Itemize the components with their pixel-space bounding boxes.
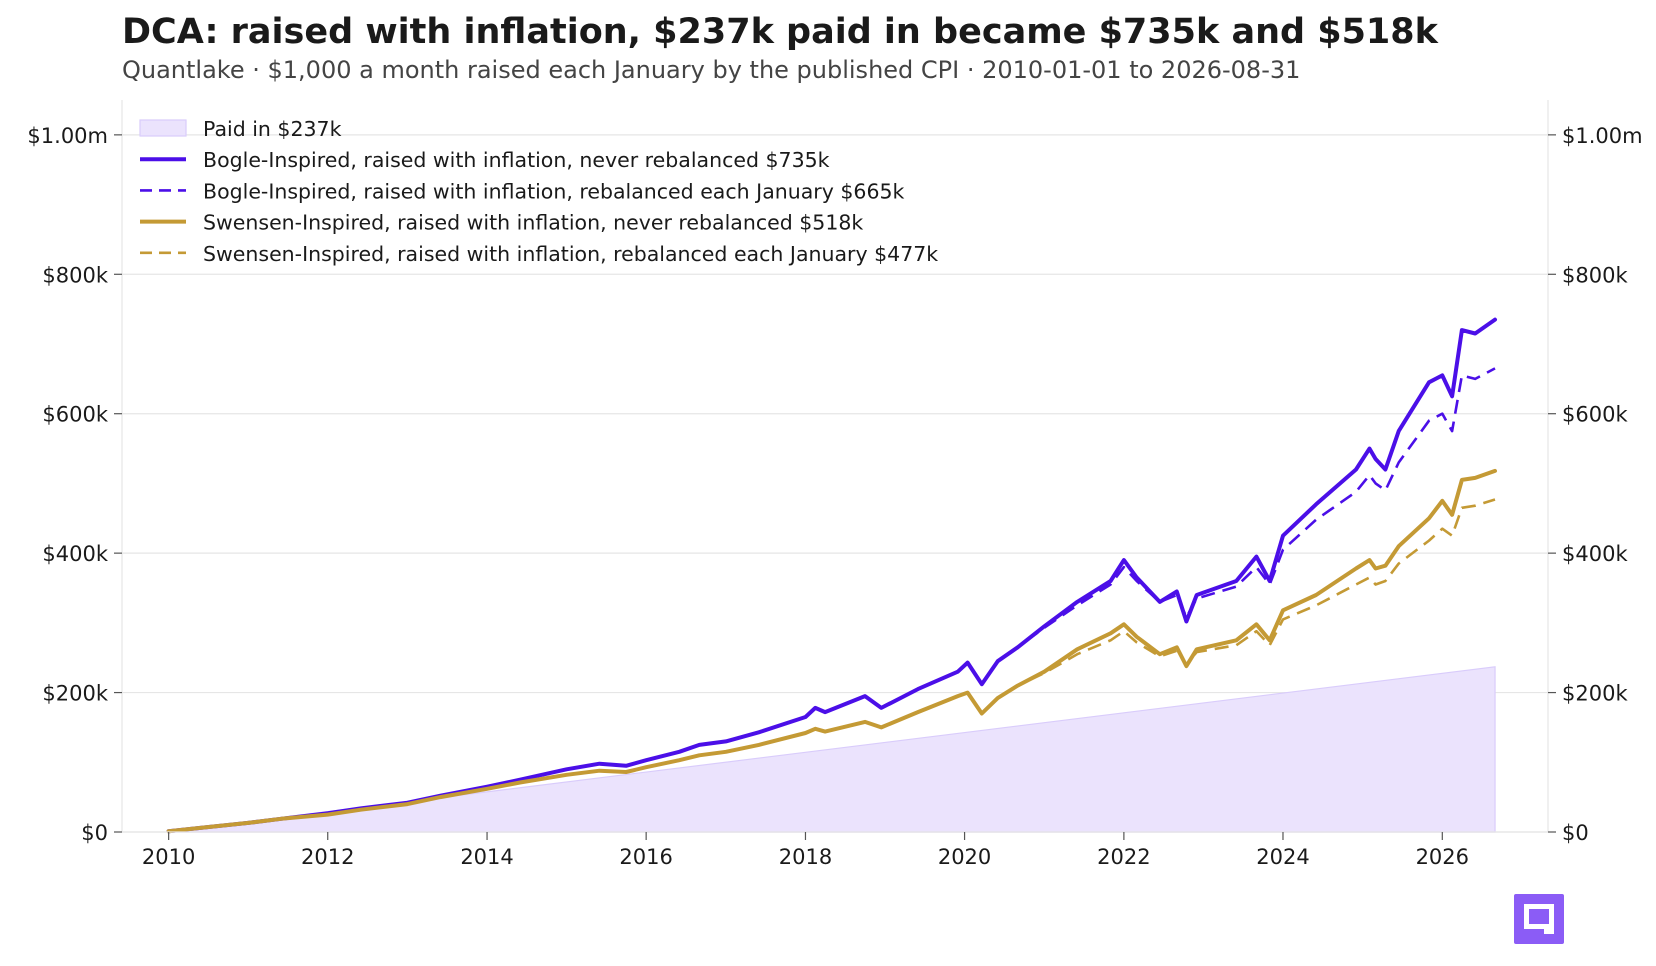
legend-label: Swensen-Inspired, raised with inflation,…: [203, 211, 863, 235]
x-tick-label: 2018: [779, 845, 832, 869]
x-tick-label: 2012: [301, 845, 354, 869]
y-tick-label-left: $600k: [42, 403, 108, 427]
legend-label: Swensen-Inspired, raised with inflation,…: [203, 242, 938, 266]
x-tick-label: 2026: [1416, 845, 1469, 869]
x-tick-label: 2016: [619, 845, 672, 869]
y-tick-label-right: $800k: [1562, 263, 1628, 287]
legend-label: Bogle-Inspired, raised with inflation, n…: [203, 148, 830, 172]
y-tick-label-right: $600k: [1562, 403, 1628, 427]
y-tick-label-left: $200k: [42, 682, 108, 706]
y-tick-label-right: $0: [1562, 821, 1589, 845]
y-tick-label-right: $400k: [1562, 542, 1628, 566]
chart-subtitle: Quantlake · $1,000 a month raised each J…: [122, 56, 1301, 84]
x-tick-label: 2020: [938, 845, 991, 869]
series-line-bogle-never: [166, 317, 1497, 834]
axis-layer: $0 $0 $200k $200k $400k $400k $600k $600k $800k $…: [27, 100, 1643, 869]
x-tick-label: 2010: [142, 845, 195, 869]
series-line-swensen-never: [166, 468, 1497, 834]
y-tick-label-right: $200k: [1562, 682, 1628, 706]
legend-label: Bogle-Inspired, raised with inflation, r…: [203, 179, 905, 203]
quantlake-logo-icon: [1514, 894, 1564, 944]
y-tick-label-right: $1.00m: [1562, 124, 1643, 148]
y-tick-label-left: $800k: [42, 263, 108, 287]
x-tick-label: 2022: [1097, 845, 1150, 869]
legend-swatch-paid: [139, 119, 187, 137]
x-tick-label: 2024: [1256, 845, 1309, 869]
x-tick-label: 2014: [460, 845, 513, 869]
chart-title: DCA: raised with inflation, $237k paid i…: [122, 12, 1438, 52]
legend-label: Paid in $237k: [203, 117, 342, 141]
y-tick-label-left: $400k: [42, 542, 108, 566]
line-layer: [166, 317, 1497, 834]
legend: Paid in $237k Bogle-Inspired, raised with…: [139, 117, 938, 266]
y-tick-label-left: $1.00m: [27, 124, 108, 148]
y-tick-label-left: $0: [81, 821, 108, 845]
